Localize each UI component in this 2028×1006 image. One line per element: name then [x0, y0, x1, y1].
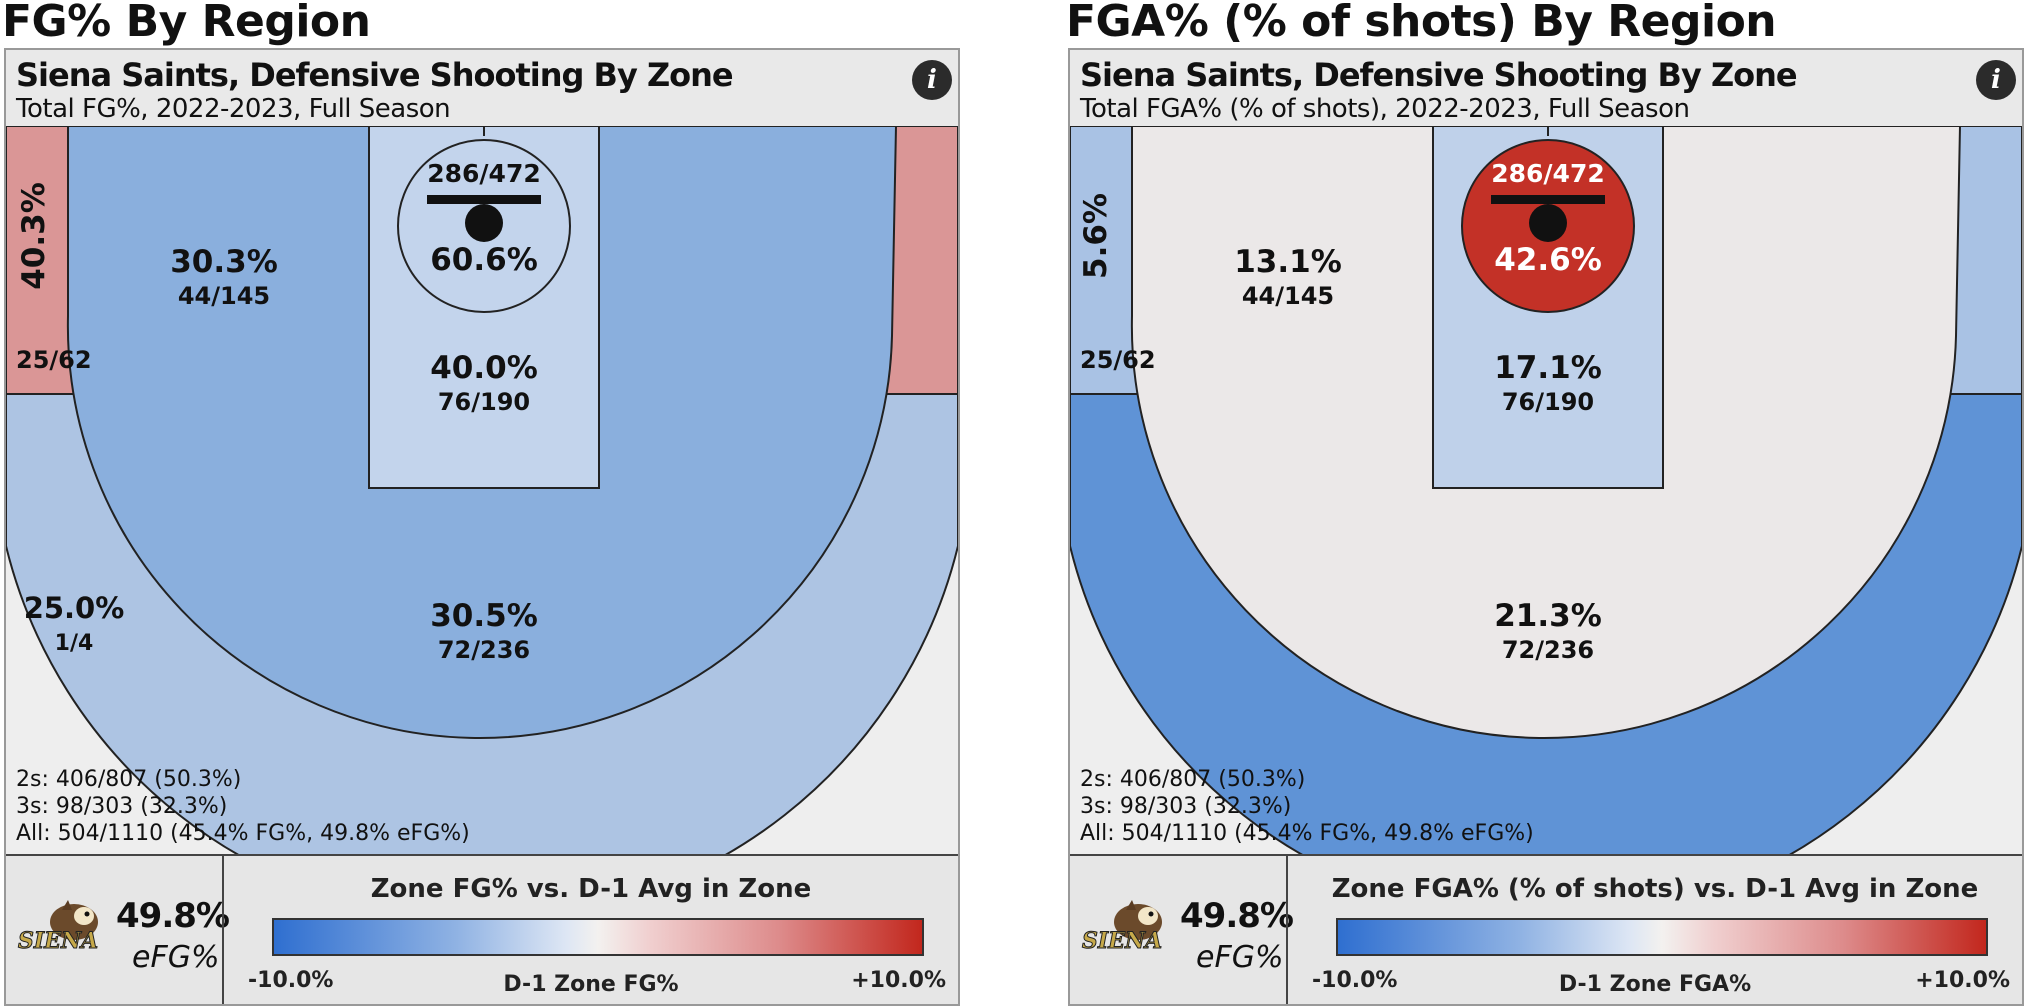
- court: 286/472 60.6% 40.0% 76/190 30.3% 44/145 …: [6, 126, 958, 856]
- card-title: Siena Saints, Defensive Shooting By Zone: [1080, 56, 1798, 94]
- midrange-frac: 44/145: [1242, 282, 1334, 310]
- legend-max: +10.0%: [851, 968, 946, 993]
- legend-max: +10.0%: [1915, 968, 2010, 993]
- efg-value: 49.8%: [1180, 896, 1294, 936]
- legend-color-bar: [1336, 918, 1988, 956]
- section-title: FGA% (% of shots) By Region: [1066, 0, 1777, 47]
- card-header: Siena Saints, Defensive Shooting By Zone…: [1070, 50, 2022, 128]
- shot-chart-card: Siena Saints, Defensive Shooting By Zone…: [4, 48, 960, 1006]
- fg-pct-panel: FG% By Region Siena Saints, Defensive Sh…: [0, 0, 960, 1006]
- midrange-frac: 44/145: [178, 282, 270, 310]
- paint-frac: 76/190: [1502, 388, 1594, 416]
- paint-frac: 76/190: [438, 388, 530, 416]
- footer-divider: [222, 856, 224, 1004]
- court-svg: 286/472 60.6% 40.0% 76/190 30.3% 44/145 …: [6, 126, 958, 856]
- backboard: [1491, 195, 1605, 204]
- card-footer: SIENA 49.8% eFG% Zone FG% vs. D-1 Avg in…: [6, 854, 958, 1004]
- backboard: [427, 195, 541, 204]
- arc3-frac: 72/236: [438, 636, 530, 664]
- siena-logo: SIENA: [14, 896, 106, 962]
- legend-min: -10.0%: [1312, 968, 1398, 993]
- card-subtitle: Total FGA% (% of shots), 2022-2023, Full…: [1080, 94, 1690, 124]
- shot-chart-card: Siena Saints, Defensive Shooting By Zone…: [1068, 48, 2024, 1006]
- rim-pct: 42.6%: [1494, 242, 1602, 278]
- midrange-pct: 13.1%: [1234, 244, 1342, 280]
- footer-divider: [1286, 856, 1288, 1004]
- efg-value: 49.8%: [116, 896, 230, 936]
- arc3-frac: 72/236: [1502, 636, 1594, 664]
- summary-twos: 2s: 406/807 (50.3%): [1080, 767, 1306, 792]
- summary-threes: 3s: 98/303 (32.3%): [1080, 794, 1292, 819]
- legend-min: -10.0%: [248, 968, 334, 993]
- legend-mid: D-1 Zone FGA%: [1558, 972, 1752, 997]
- logo-text: SIENA: [18, 928, 98, 954]
- info-icon[interactable]: i: [1976, 60, 2016, 100]
- arc3-pct: 21.3%: [1494, 598, 1602, 634]
- legend-color-bar: [272, 918, 924, 956]
- arc3-pct: 30.5%: [430, 598, 538, 634]
- card-footer: SIENA 49.8% eFG% Zone FGA% (% of shots) …: [1070, 854, 2022, 1004]
- section-title: FG% By Region: [2, 0, 371, 47]
- card-subtitle: Total FG%, 2022-2023, Full Season: [16, 94, 451, 124]
- paint-pct: 17.1%: [1494, 350, 1602, 386]
- legend-title: Zone FG% vs. D-1 Avg in Zone: [370, 874, 812, 904]
- card-header: Siena Saints, Defensive Shooting By Zone…: [6, 50, 958, 128]
- info-icon[interactable]: i: [912, 60, 952, 100]
- summary-all: All: 504/1110 (45.4% FG%, 49.8% eFG%): [16, 821, 470, 846]
- court: 286/472 42.6% 17.1% 76/190 13.1% 44/145 …: [1070, 126, 2022, 856]
- summary-all: All: 504/1110 (45.4% FG%, 49.8% eFG%): [1080, 821, 1534, 846]
- efg-label: eFG%: [1196, 940, 1284, 975]
- corner3-pct: 40.3%: [16, 182, 52, 290]
- legend-title: Zone FGA% (% of shots) vs. D-1 Avg in Zo…: [1331, 874, 1979, 904]
- shooting-summary: 2s: 406/807 (50.3%) 3s: 98/303 (32.3%) A…: [1080, 766, 1534, 847]
- court-svg: 286/472 42.6% 17.1% 76/190 13.1% 44/145 …: [1070, 126, 2022, 856]
- legend-mid: D-1 Zone FG%: [503, 972, 679, 997]
- rim-pct: 60.6%: [430, 242, 538, 278]
- rim-frac: 286/472: [1491, 159, 1605, 188]
- hoop: [465, 204, 503, 242]
- shooting-summary: 2s: 406/807 (50.3%) 3s: 98/303 (32.3%) A…: [16, 766, 470, 847]
- corner3-pct: 5.6%: [1078, 193, 1114, 279]
- siena-logo: SIENA: [1078, 896, 1170, 962]
- hoop: [1529, 204, 1567, 242]
- midrange-pct: 30.3%: [170, 244, 278, 280]
- summary-threes: 3s: 98/303 (32.3%): [16, 794, 228, 819]
- paint-pct: 40.0%: [430, 350, 538, 386]
- corner3-frac: 25/62: [16, 346, 92, 374]
- efg-label: eFG%: [132, 940, 220, 975]
- backcourt-pct: 25.0%: [24, 591, 125, 625]
- corner3-frac: 25/62: [1080, 346, 1156, 374]
- logo-text: SIENA: [1082, 928, 1162, 954]
- summary-twos: 2s: 406/807 (50.3%): [16, 767, 242, 792]
- fga-pct-panel: FGA% (% of shots) By Region Siena Saints…: [1064, 0, 2024, 1006]
- rim-frac: 286/472: [427, 159, 541, 188]
- card-title: Siena Saints, Defensive Shooting By Zone: [16, 56, 734, 94]
- backcourt-frac: 1/4: [55, 631, 94, 656]
